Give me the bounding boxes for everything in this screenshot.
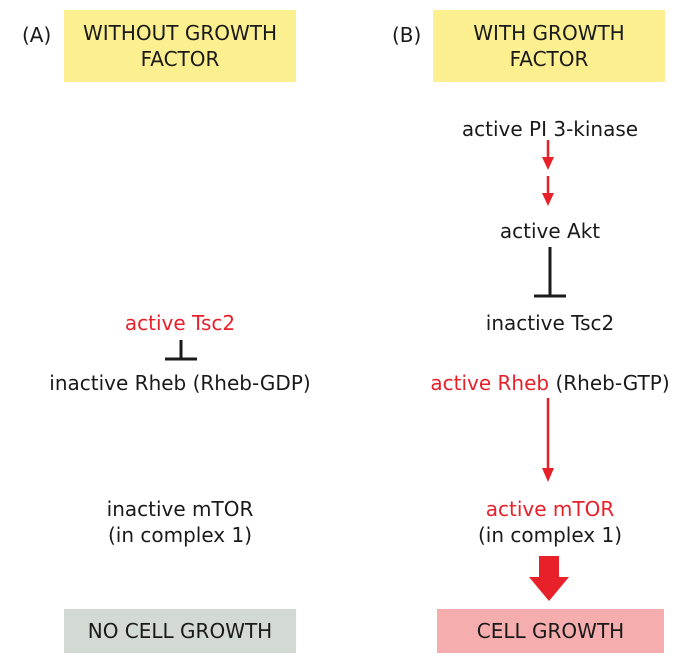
panel-a-header: WITHOUT GROWTH FACTOR bbox=[64, 10, 296, 82]
panel-b-inactive-tsc2: inactive Tsc2 bbox=[485, 311, 615, 335]
panel-a-inhibition-tsc2-rheb bbox=[165, 340, 197, 361]
panel-b-active-pi3k: active PI 3-kinase bbox=[461, 117, 639, 141]
panel-a-header-line2: FACTOR bbox=[140, 47, 220, 71]
panel-b-complex1: (in complex 1) bbox=[477, 523, 623, 547]
panel-a-active-tsc2: active Tsc2 bbox=[124, 311, 236, 335]
panel-b-active-rheb-label: active Rheb bbox=[430, 371, 550, 395]
panel-b-letter: (B) bbox=[392, 23, 422, 47]
panel-b-result-box: CELL GROWTH bbox=[437, 609, 664, 653]
panel-a-complex1: (in complex 1) bbox=[107, 523, 253, 547]
panel-b-arrow-pi3k-akt-1 bbox=[542, 140, 554, 170]
panel-b-arrow-pi3k-akt-2 bbox=[542, 176, 554, 206]
panel-b-rheb-gtp-label: (Rheb-GTP) bbox=[549, 371, 670, 395]
panel-b-header-line2: FACTOR bbox=[509, 47, 589, 71]
panel-b-inhibition-akt-tsc2 bbox=[534, 247, 566, 298]
panel-a-header-line1: WITHOUT GROWTH bbox=[82, 21, 278, 45]
panel-b-active-mtor: active mTOR bbox=[485, 497, 615, 521]
panel-b-result-label: CELL GROWTH bbox=[476, 619, 625, 643]
panel-b-active-rheb: active Rheb (Rheb-GTP) bbox=[400, 370, 688, 396]
panel-b-active-akt: active Akt bbox=[499, 219, 601, 243]
panel-a-result-box: NO CELL GROWTH bbox=[64, 609, 296, 653]
panel-a-inactive-rheb: inactive Rheb (Rheb-GDP) bbox=[49, 371, 311, 395]
panel-b-header: WITH GROWTH FACTOR bbox=[433, 10, 665, 82]
panel-a-inactive-mtor: inactive mTOR bbox=[106, 497, 254, 521]
panel-b-header-line1: WITH GROWTH bbox=[473, 21, 625, 45]
panel-a-result-label: NO CELL GROWTH bbox=[87, 619, 273, 643]
panel-b-arrow-mtor-growth bbox=[529, 556, 569, 601]
panel-b-arrow-rheb-mtor bbox=[542, 398, 554, 482]
panel-a-letter: (A) bbox=[22, 23, 52, 47]
